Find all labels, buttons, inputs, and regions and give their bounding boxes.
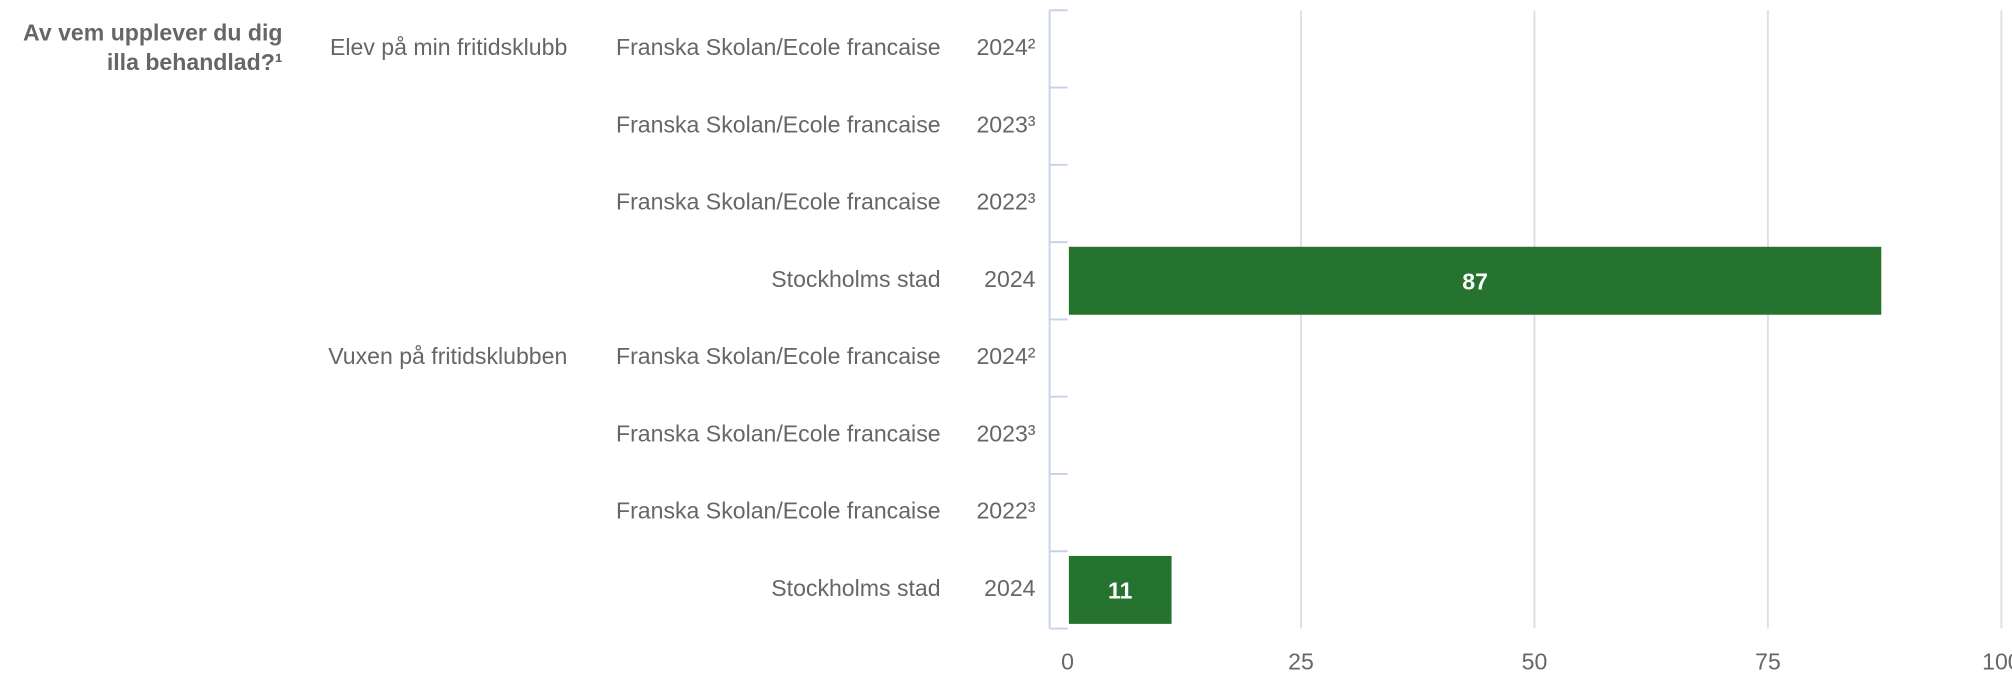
year-label: 2023³ [976, 111, 1035, 137]
entity-label: Franska Skolan/Ecole francaise [616, 498, 941, 524]
year-label: 2022³ [976, 189, 1035, 215]
entity-label: Franska Skolan/Ecole francaise [616, 111, 941, 137]
bar [1068, 555, 1172, 624]
entity-label: Franska Skolan/Ecole francaise [616, 343, 941, 369]
year-label: 2023³ [976, 420, 1035, 446]
year-label: 2024² [976, 34, 1035, 60]
year-label: 2022³ [976, 498, 1035, 524]
x-tick-label: 75 [1755, 648, 1781, 674]
year-label: 2024 [984, 575, 1036, 601]
x-tick-label: 100 [1982, 648, 2012, 674]
entity-label: Franska Skolan/Ecole francaise [616, 420, 941, 446]
data-label: 87 [1462, 268, 1488, 294]
axis-title: illa behandlad?¹ [107, 49, 283, 75]
entity-label: Franska Skolan/Ecole francaise [616, 34, 941, 60]
entity-label: Stockholms stad [771, 266, 940, 292]
x-tick-label: 50 [1522, 648, 1548, 674]
entity-label: Stockholms stad [771, 575, 940, 601]
group-label: Elev på min fritidsklubb [330, 34, 567, 60]
year-label: 2024² [976, 343, 1035, 369]
bar [1068, 246, 1882, 315]
group-label: Vuxen på fritidsklubben [328, 343, 567, 369]
data-label: 11 [1108, 578, 1133, 604]
axis-title: Av vem upplever du dig [23, 20, 282, 46]
x-tick-label: 0 [1061, 648, 1074, 674]
year-label: 2024 [984, 266, 1036, 292]
entity-label: Franska Skolan/Ecole francaise [616, 189, 941, 215]
x-tick-label: 25 [1288, 648, 1314, 674]
